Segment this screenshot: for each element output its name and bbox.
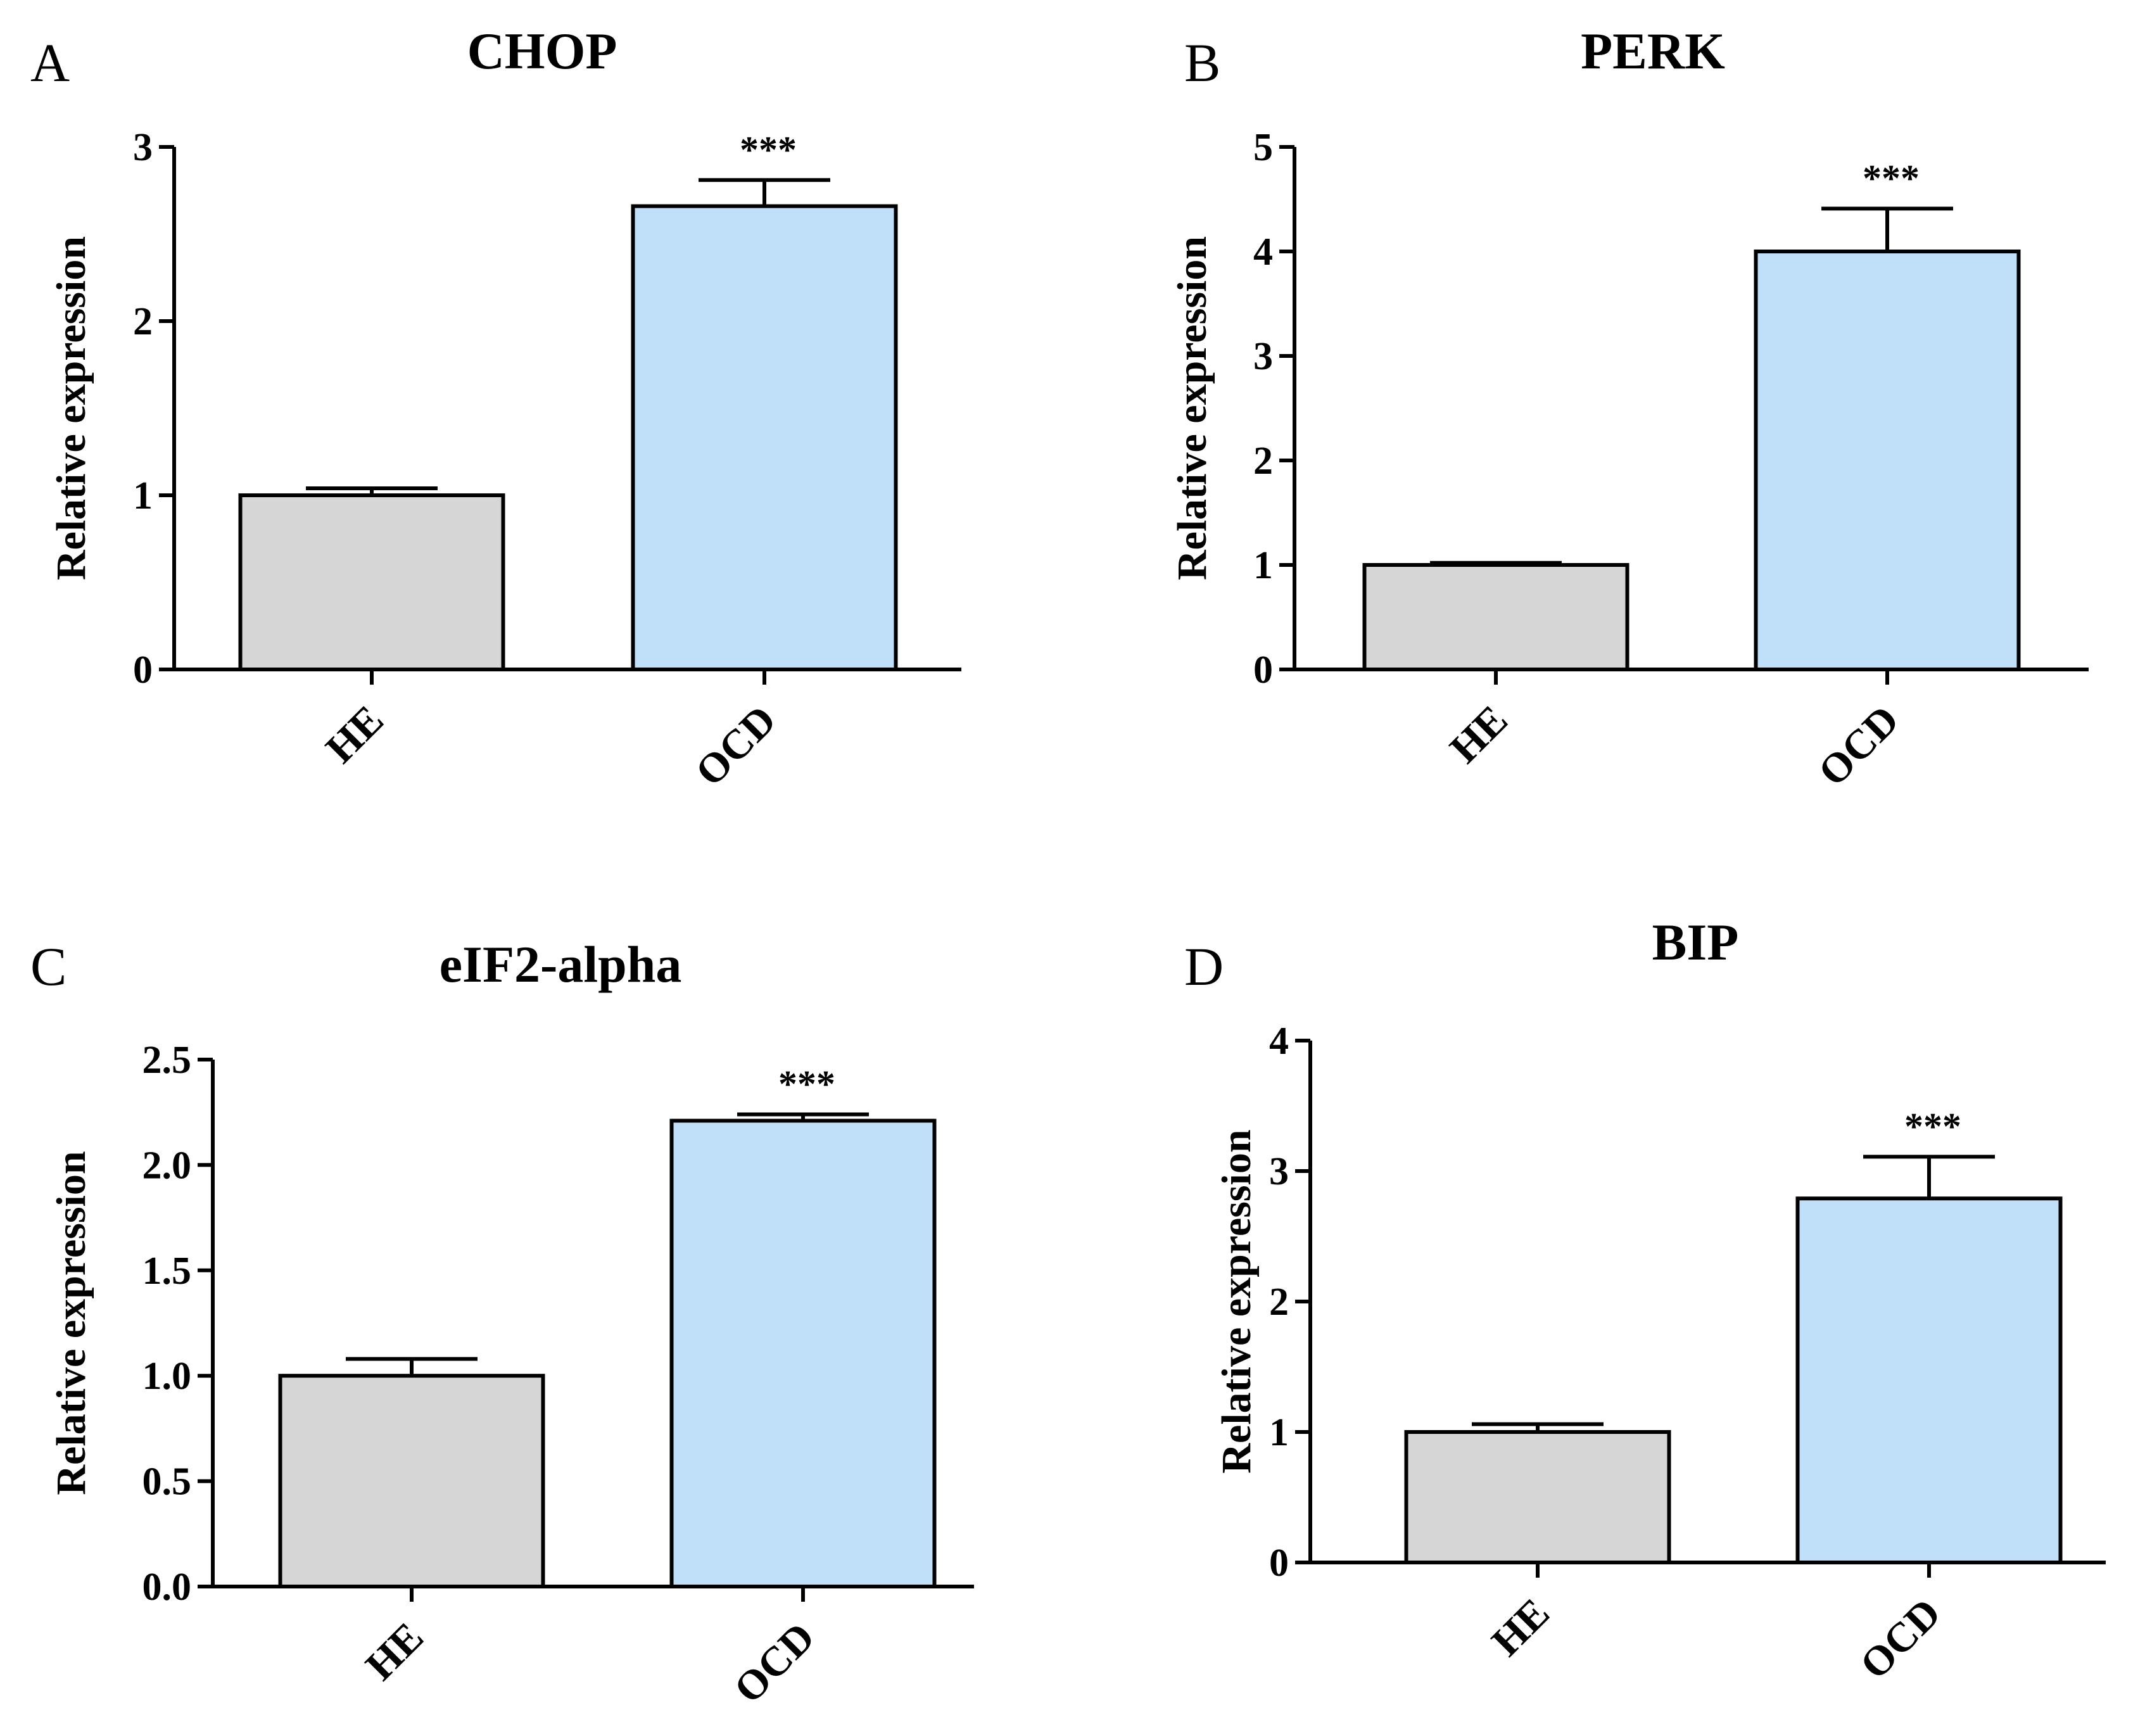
significance-label: ***: [1863, 157, 1920, 199]
chart-title: PERK: [1581, 22, 1725, 80]
y-tick-label: 3: [1253, 335, 1273, 378]
y-tick-label: 0: [1253, 649, 1273, 692]
y-axis-title: Relative expression: [1169, 236, 1215, 580]
category-label-ocd: OCD: [1851, 1590, 1949, 1688]
y-tick-label: 3: [1269, 1150, 1289, 1193]
category-label-he: HE: [317, 697, 393, 772]
category-label-ocd: OCD: [725, 1614, 823, 1712]
significance-label: ***: [740, 129, 797, 170]
chart-title: CHOP: [467, 22, 617, 80]
category-label-he: HE: [357, 1614, 433, 1689]
bar-ocd: [1795, 1196, 2063, 1564]
chart-title: eIF2-alpha: [440, 935, 682, 993]
category-label-he: HE: [1441, 697, 1517, 772]
panel-letter: C: [30, 936, 66, 997]
significance-label: ***: [778, 1063, 835, 1105]
y-axis-title: Relative expression: [1213, 1129, 1260, 1473]
y-tick-label: 3: [133, 126, 153, 169]
y-tick-label: 5: [1253, 126, 1273, 169]
bar-ocd: [631, 204, 898, 671]
panel-letter: D: [1184, 936, 1224, 997]
y-tick-label: 0: [133, 649, 153, 692]
bar-he: [238, 493, 505, 671]
significance-label: ***: [1904, 1105, 1961, 1147]
y-axis-title: Relative expression: [48, 1151, 94, 1495]
bar-he: [1362, 563, 1629, 671]
y-tick-label: 1.0: [142, 1355, 192, 1398]
chart-panel-a: A CHOP 0 1 2 3 Relative expression HE *** OCD: [30, 22, 961, 795]
y-axis-title: Relative expression: [48, 236, 94, 580]
panel-letter: A: [30, 32, 70, 93]
chart-panel-b: B PERK 0 1 2 3 4 5 Relative expression HE *** OCD: [1169, 22, 2089, 795]
y-tick-label: 2: [133, 300, 153, 343]
panel-letter: B: [1184, 32, 1220, 93]
y-tick-label: 4: [1253, 231, 1273, 274]
category-label-ocd: OCD: [687, 697, 785, 795]
bar-he: [278, 1374, 545, 1588]
y-tick-label: 1: [133, 474, 153, 517]
y-tick-label: 1.5: [142, 1250, 192, 1293]
bar-he: [1404, 1430, 1671, 1564]
y-tick-label: 0: [1269, 1542, 1289, 1585]
category-label-he: HE: [1483, 1590, 1559, 1665]
chart-title: BIP: [1652, 913, 1739, 971]
y-tick-label: 1: [1269, 1411, 1289, 1454]
y-tick-label: 1: [1253, 544, 1273, 587]
y-tick-label: 2: [1253, 440, 1273, 483]
y-tick-label: 2: [1269, 1281, 1289, 1324]
y-tick-label: 0.5: [142, 1460, 192, 1504]
bar-ocd: [1754, 250, 2021, 671]
category-label-ocd: OCD: [1809, 697, 1908, 795]
y-tick-label: 2.0: [142, 1144, 192, 1187]
y-tick-label: 0.0: [142, 1566, 192, 1609]
y-tick-label: 4: [1269, 1020, 1289, 1063]
y-tick-label: 2.5: [142, 1039, 192, 1082]
bar-ocd: [669, 1118, 937, 1588]
chart-panel-d: D BIP 0 1 2 3 4 Relative expression HE *** OCD: [1184, 913, 2106, 1688]
